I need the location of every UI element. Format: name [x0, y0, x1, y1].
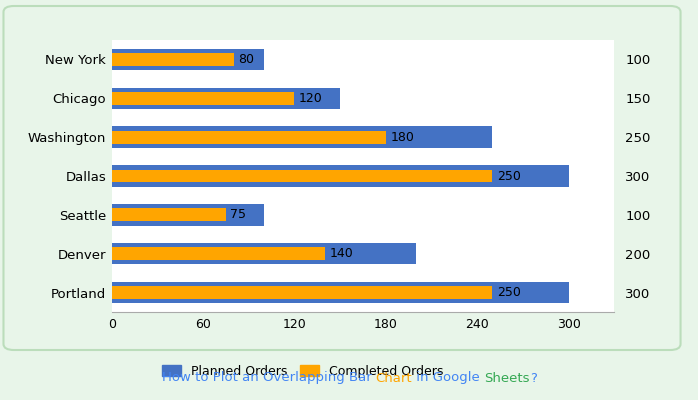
Bar	[112, 88, 340, 109]
Text: 140: 140	[329, 247, 353, 260]
Bar	[112, 204, 264, 226]
Text: How to Plot an Overlapping Bar: How to Plot an Overlapping Bar	[161, 372, 376, 384]
Text: 120: 120	[299, 92, 322, 105]
Text: 75: 75	[230, 208, 246, 221]
Bar	[112, 49, 264, 70]
Bar	[112, 126, 492, 148]
Bar	[112, 247, 325, 260]
Bar	[112, 131, 386, 144]
Bar	[112, 92, 295, 105]
Legend: Planned Orders, Completed Orders: Planned Orders, Completed Orders	[158, 362, 447, 382]
Text: in Google: in Google	[412, 372, 484, 384]
Text: 80: 80	[238, 53, 254, 66]
Text: 250: 250	[497, 286, 521, 299]
Bar	[112, 208, 226, 221]
Bar	[112, 165, 569, 187]
Text: 250: 250	[497, 170, 521, 182]
Text: Chart: Chart	[376, 372, 412, 384]
Bar	[112, 282, 569, 303]
Text: Sheets: Sheets	[484, 372, 530, 384]
Text: ?: ?	[530, 372, 537, 384]
Bar	[112, 53, 234, 66]
Bar	[112, 170, 492, 182]
Text: 180: 180	[390, 131, 414, 144]
Bar	[112, 286, 492, 299]
Bar	[112, 243, 416, 264]
